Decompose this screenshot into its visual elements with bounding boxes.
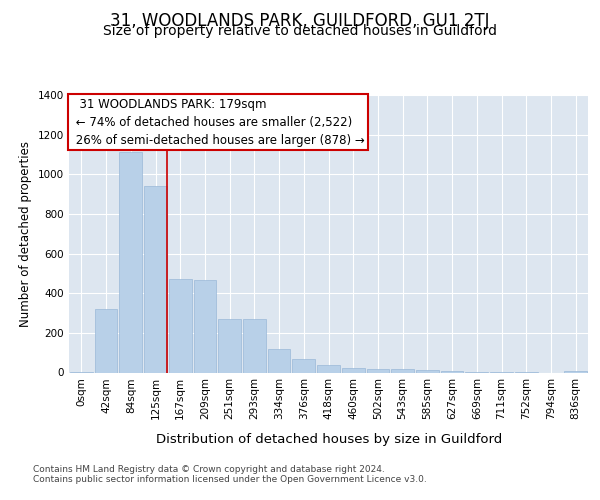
Bar [317, 365, 340, 372]
Bar [218, 319, 241, 372]
Bar [391, 369, 414, 372]
Text: Contains HM Land Registry data © Crown copyright and database right 2024.
Contai: Contains HM Land Registry data © Crown c… [33, 465, 427, 484]
Text: Size of property relative to detached houses in Guildford: Size of property relative to detached ho… [103, 24, 497, 38]
Bar [292, 359, 315, 372]
Text: 31, WOODLANDS PARK, GUILDFORD, GU1 2TJ: 31, WOODLANDS PARK, GUILDFORD, GU1 2TJ [110, 12, 490, 30]
Bar [268, 348, 290, 372]
Bar [342, 368, 365, 372]
Text: Distribution of detached houses by size in Guildford: Distribution of detached houses by size … [155, 432, 502, 446]
Bar [95, 309, 118, 372]
Bar [119, 152, 142, 372]
Bar [243, 320, 266, 372]
Text: 31 WOODLANDS PARK: 179sqm  
 ← 74% of detached houses are smaller (2,522)
 26% o: 31 WOODLANDS PARK: 179sqm ← 74% of detac… [71, 98, 364, 147]
Bar [144, 186, 167, 372]
Bar [416, 370, 439, 372]
Bar [169, 280, 191, 372]
Bar [441, 370, 463, 372]
Bar [564, 370, 587, 372]
Y-axis label: Number of detached properties: Number of detached properties [19, 141, 32, 327]
Bar [367, 368, 389, 372]
Bar [194, 280, 216, 372]
